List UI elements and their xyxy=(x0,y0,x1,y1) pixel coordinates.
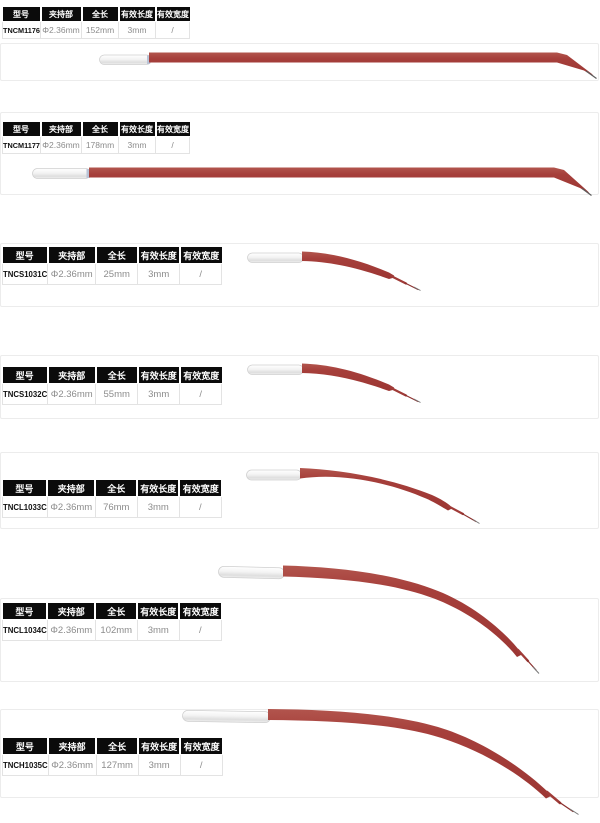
col-header-effective-width: 有效宽度 xyxy=(155,122,190,137)
table-header-row: 型号 夹持部 全长 有效长度 有效宽度 xyxy=(2,122,190,137)
col-header-model: 型号 xyxy=(2,603,49,620)
col-header-effective-length: 有效长度 xyxy=(118,122,157,137)
cell-effective-width: / xyxy=(179,383,223,405)
cell-effective-width: / xyxy=(179,754,223,776)
cell-effective-length: 3mm xyxy=(118,136,156,154)
spec-table-2: 型号 夹持部 全长 有效长度 有效宽度 TNCM1177 Φ2.36mm 178… xyxy=(2,122,190,154)
col-header-effective-length: 有效长度 xyxy=(138,738,182,755)
cell-model: TNCH1035C xyxy=(2,754,49,776)
cell-clamp: Φ2.36mm xyxy=(46,496,96,518)
spec-table-1: 型号 夹持部 全长 有效长度 有效宽度 TNCM1176 Φ2.36mm 152… xyxy=(2,7,190,39)
col-header-model: 型号 xyxy=(2,738,50,755)
spec-table-6: 型号 夹持部 全长 有效长度 有效宽度 TNCL1034C Φ2.36mm 10… xyxy=(2,603,222,641)
cell-model: TNCS1031C xyxy=(1,263,49,285)
col-header-clamp: 夹持部 xyxy=(47,247,97,264)
col-header-total-length: 全长 xyxy=(95,367,139,384)
col-header-model: 型号 xyxy=(2,7,42,22)
col-header-total-length: 全长 xyxy=(81,122,120,137)
col-header-effective-width: 有效宽度 xyxy=(155,7,190,22)
table-row: TNCM1176 Φ2.36mm 152mm 3mm / xyxy=(2,21,190,39)
col-header-effective-width: 有效宽度 xyxy=(179,367,222,384)
col-header-clamp: 夹持部 xyxy=(47,603,97,620)
table-row: TNCL1033C Φ2.36mm 76mm 3mm / xyxy=(2,496,222,518)
col-header-effective-length: 有效长度 xyxy=(137,603,181,620)
table-row: TNCS1031C Φ2.36mm 25mm 3mm / xyxy=(1,263,223,285)
cell-effective-length: 3mm xyxy=(137,754,181,776)
cell-total-length: 102mm xyxy=(94,619,138,641)
col-header-model: 型号 xyxy=(2,247,49,264)
col-header-clamp: 夹持部 xyxy=(40,7,83,22)
cell-effective-length: 3mm xyxy=(118,21,156,39)
col-header-effective-length: 有效长度 xyxy=(137,480,181,497)
cell-model: TNCL1033C xyxy=(2,496,48,518)
cell-total-length: 25mm xyxy=(95,263,139,285)
spec-table-4: 型号 夹持部 全长 有效长度 有效宽度 TNCS1032C Φ2.36mm 55… xyxy=(1,367,223,405)
cell-effective-length: 3mm xyxy=(137,263,181,285)
cell-effective-width: / xyxy=(155,136,190,154)
col-header-total-length: 全长 xyxy=(95,480,139,497)
table-header-row: 型号 夹持部 全长 有效长度 有效宽度 xyxy=(2,247,222,264)
cell-effective-width: / xyxy=(178,619,222,641)
table-header-row: 型号 夹持部 全长 有效长度 有效宽度 xyxy=(2,603,222,620)
col-header-total-length: 全长 xyxy=(81,7,120,22)
spec-table-7: 型号 夹持部 全长 有效长度 有效宽度 TNCH1035C Φ2.36mm 12… xyxy=(2,738,223,776)
cell-clamp: Φ2.36mm xyxy=(40,136,82,154)
spec-table-3: 型号 夹持部 全长 有效长度 有效宽度 TNCS1031C Φ2.36mm 25… xyxy=(1,247,223,285)
cell-total-length: 55mm xyxy=(95,383,139,405)
cell-effective-length: 3mm xyxy=(136,619,180,641)
col-header-model: 型号 xyxy=(2,367,49,384)
col-header-effective-width: 有效宽度 xyxy=(179,247,222,264)
table-header-row: 型号 夹持部 全长 有效长度 有效宽度 xyxy=(2,738,223,755)
col-header-model: 型号 xyxy=(2,480,49,497)
cell-effective-width: / xyxy=(178,496,222,518)
col-header-clamp: 夹持部 xyxy=(47,480,97,497)
col-header-total-length: 全长 xyxy=(95,603,139,620)
table-row: TNCL1034C Φ2.36mm 102mm 3mm / xyxy=(2,619,222,641)
spec-table-5: 型号 夹持部 全长 有效长度 有效宽度 TNCL1033C Φ2.36mm 76… xyxy=(2,480,222,518)
col-header-total-length: 全长 xyxy=(96,738,140,755)
col-header-effective-width: 有效宽度 xyxy=(180,738,223,755)
cell-model: TNCM1177 xyxy=(2,136,41,154)
table-row: TNCH1035C Φ2.36mm 127mm 3mm / xyxy=(2,754,223,776)
cell-clamp: Φ2.36mm xyxy=(40,21,82,39)
col-header-effective-width: 有效宽度 xyxy=(179,480,222,497)
table-header-row: 型号 夹持部 全长 有效长度 有效宽度 xyxy=(2,367,222,384)
col-header-clamp: 夹持部 xyxy=(40,122,83,137)
table-row: TNCS1032C Φ2.36mm 55mm 3mm / xyxy=(1,383,223,405)
table-row: TNCM1177 Φ2.36mm 178mm 3mm / xyxy=(2,136,190,154)
cell-model: TNCM1176 xyxy=(2,21,41,39)
col-header-total-length: 全长 xyxy=(95,247,139,264)
cell-total-length: 178mm xyxy=(81,136,119,154)
cell-total-length: 127mm xyxy=(95,754,139,776)
col-header-effective-width: 有效宽度 xyxy=(179,603,222,620)
cell-clamp: Φ2.36mm xyxy=(46,619,96,641)
cell-model: TNCS1032C xyxy=(1,383,49,405)
cell-effective-length: 3mm xyxy=(136,496,180,518)
table-header-row: 型号 夹持部 全长 有效长度 有效宽度 xyxy=(2,7,190,22)
cell-clamp: Φ2.36mm xyxy=(47,754,97,776)
col-header-model: 型号 xyxy=(2,122,42,137)
cell-clamp: Φ2.36mm xyxy=(47,383,97,405)
cell-total-length: 76mm xyxy=(94,496,138,518)
cell-clamp: Φ2.36mm xyxy=(47,263,97,285)
cell-effective-width: / xyxy=(155,21,190,39)
table-header-row: 型号 夹持部 全长 有效长度 有效宽度 xyxy=(2,480,222,497)
cell-total-length: 152mm xyxy=(81,21,119,39)
col-header-effective-length: 有效长度 xyxy=(137,247,181,264)
cell-effective-length: 3mm xyxy=(137,383,181,405)
product-image-panel-1 xyxy=(0,43,599,81)
col-header-effective-length: 有效长度 xyxy=(137,367,181,384)
col-header-clamp: 夹持部 xyxy=(47,367,97,384)
col-header-clamp: 夹持部 xyxy=(48,738,98,755)
cell-model: TNCL1034C xyxy=(2,619,48,641)
cell-effective-width: / xyxy=(179,263,223,285)
col-header-effective-length: 有效长度 xyxy=(118,7,157,22)
